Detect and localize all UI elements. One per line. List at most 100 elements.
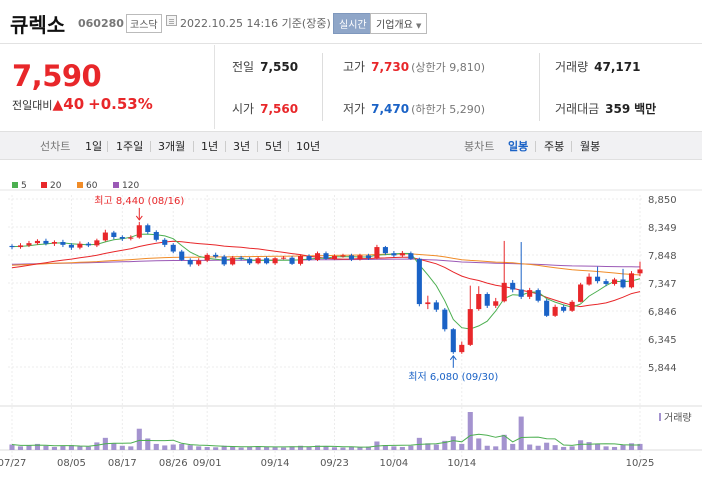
period-5y[interactable]: 5년 [265, 140, 283, 153]
candle-body [535, 290, 541, 301]
candle-body [416, 258, 422, 305]
candle-body [281, 257, 287, 259]
candle-body [586, 276, 592, 285]
candle-body [365, 255, 371, 259]
realtime-button[interactable]: 실시간 [333, 13, 373, 34]
candle-body [179, 251, 185, 260]
candle-body [628, 273, 635, 288]
y-tick-label: 8,349 [648, 223, 677, 234]
candle-body [170, 244, 176, 252]
volume-bar [561, 446, 567, 450]
volume-bar [153, 443, 159, 450]
candle-body [382, 247, 388, 254]
candle-body [119, 237, 125, 239]
period-1d[interactable]: 1일 [85, 140, 103, 153]
legend-swatch [41, 182, 47, 188]
candle-daily[interactable]: 일봉 [508, 140, 529, 153]
period-3m[interactable]: 3개월 [158, 140, 186, 153]
candle-body [408, 253, 414, 259]
legend-label: 120 [122, 181, 140, 191]
y-tick-label: 5,844 [648, 363, 677, 374]
volume-bar [467, 412, 473, 450]
volume-bar [357, 447, 363, 450]
candle-body [51, 242, 57, 244]
y-tick-label: 8,850 [648, 195, 677, 206]
candle-body [289, 257, 295, 264]
candle-body [552, 306, 558, 316]
volume-bar [527, 444, 533, 450]
candle-body [306, 256, 312, 260]
volume-bar [323, 446, 329, 450]
candle-body [136, 225, 142, 238]
divider [288, 141, 289, 152]
volume-bar [136, 428, 142, 450]
candle-body [238, 257, 244, 259]
volume-bar [196, 446, 202, 450]
candle-body [297, 256, 304, 264]
volume-bar [484, 445, 490, 450]
candle-body [43, 240, 49, 244]
candle-body [561, 306, 567, 311]
candle-body [425, 302, 431, 305]
company-overview-dropdown[interactable]: 기업개요 ▼ [370, 13, 428, 34]
quote-datetime: 2022.10.25 14:16 기준(장중) [180, 17, 331, 30]
candle-weekly[interactable]: 주봉 [544, 140, 565, 153]
volume-bar [179, 443, 185, 450]
period-1y[interactable]: 1년 [201, 140, 219, 153]
candle-body [399, 253, 405, 256]
x-tick-label: 07/27 [0, 458, 26, 469]
volume-bar [382, 445, 388, 450]
volume-bar [425, 443, 431, 450]
candle-body [374, 247, 380, 259]
period-10y[interactable]: 10년 [296, 140, 321, 153]
legend-label: 20 [50, 181, 62, 191]
candle-body [467, 309, 473, 345]
volume-bar [264, 446, 270, 450]
divider [535, 141, 536, 152]
stat-label: 전일 [232, 60, 255, 74]
stat-open: 시가 7,560 [232, 100, 298, 117]
stat-value: 7,730 [371, 60, 410, 74]
period-1w[interactable]: 1주일 [116, 140, 144, 153]
candle-body [314, 253, 321, 260]
divider [571, 141, 572, 152]
candlestick-chart: 5 20 60 120 8,850 8,349 7,848 7,347 6,846 6,345 5… [0, 160, 702, 478]
change-amount: 40 [63, 95, 85, 113]
stat-label: 저가 [343, 102, 366, 116]
change-label: 전일대비 [12, 99, 53, 112]
line-chart-label: 선차트 [40, 140, 71, 153]
chevron-down-icon: ▼ [416, 22, 422, 30]
volume-bar [281, 447, 287, 450]
candle-monthly[interactable]: 월봉 [580, 140, 601, 153]
volume-bar [162, 445, 168, 450]
candle-body [102, 232, 108, 241]
candle-body [391, 253, 397, 256]
candle-body [204, 254, 210, 261]
volume-bar [187, 445, 193, 450]
volume-bar [578, 440, 584, 450]
volume-bar [170, 444, 176, 450]
volume-bar [230, 446, 236, 450]
volume-bar [297, 445, 304, 450]
x-tick-label: 09/14 [261, 458, 290, 469]
volume-bar [145, 438, 151, 450]
candle-body [501, 282, 507, 302]
legend-swatch [12, 182, 18, 188]
volume-bar [34, 443, 41, 450]
candle-body [527, 290, 533, 297]
volume-bar [637, 443, 643, 450]
y-tick-label: 6,345 [648, 335, 677, 346]
candle-body [331, 256, 338, 259]
volume-bar [94, 442, 100, 450]
volume-bar [493, 446, 499, 450]
divider [322, 53, 323, 121]
period-3y[interactable]: 3년 [233, 140, 251, 153]
candle-body [348, 255, 355, 260]
x-tick-label: 10/04 [379, 458, 408, 469]
candle-body [357, 255, 363, 260]
volume-bar [408, 445, 414, 450]
volume-bar [611, 446, 618, 450]
volume-bar [238, 447, 244, 450]
volume-bar [433, 444, 439, 450]
divider [150, 141, 151, 152]
